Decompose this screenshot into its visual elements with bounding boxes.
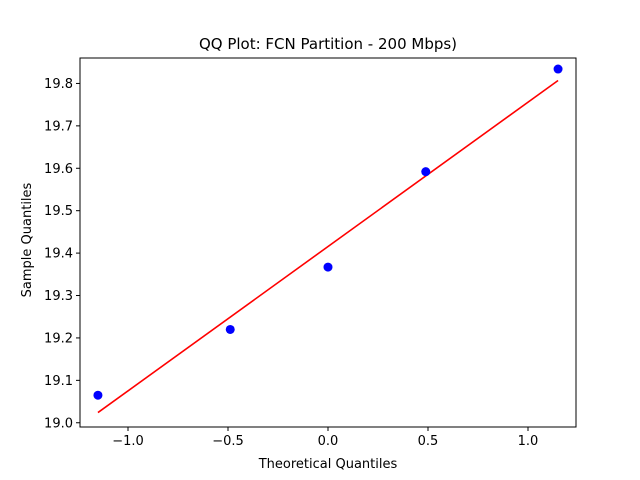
y-tick-label: 19.3 [44,289,73,304]
y-tick-label: 19.1 [44,374,73,389]
y-tick-label: 19.5 [44,204,73,219]
x-tick-label: 1.0 [518,434,539,449]
y-axis-label: Sample Quantiles [20,182,35,297]
data-point [421,167,431,177]
x-tick-label: 0.5 [418,434,439,449]
data-point [93,390,103,400]
data-point [323,262,333,272]
x-axis-label: Theoretical Quantiles [258,457,398,472]
x-tick-label: 0.0 [318,434,339,449]
y-tick-label: 19.7 [44,119,73,134]
chart-title: QQ Plot: FCN Partition - 200 Mbps) [199,35,457,53]
y-tick-label: 19.4 [44,247,73,262]
y-tick-label: 19.0 [44,416,73,431]
x-tick-label: −1.0 [112,434,144,449]
data-point [225,324,235,334]
data-point [553,64,563,74]
x-tick-label: −0.5 [212,434,244,449]
y-tick-label: 19.8 [44,77,73,92]
plot-area: −1.0 −0.5 0.0 0.5 1.0 19.0 19.1 19.2 19.3 19.4 19.… [44,57,577,449]
y-tick-label: 19.2 [44,331,73,346]
fit-line [97,79,559,414]
y-tick-label: 19.6 [44,162,73,177]
